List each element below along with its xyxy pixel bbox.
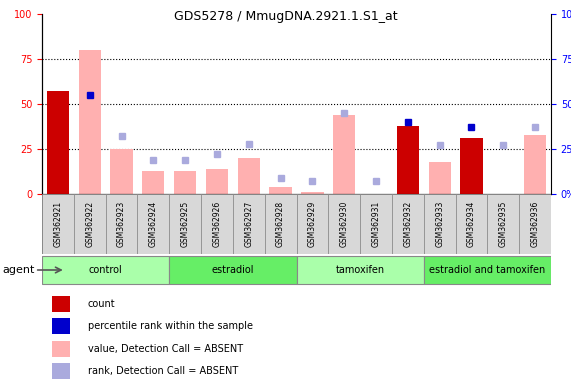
Bar: [52, 296, 70, 312]
Text: estradiol: estradiol: [212, 265, 254, 275]
Bar: [206, 169, 228, 194]
Bar: [169, 256, 296, 285]
Bar: [392, 194, 424, 254]
Text: GSM362922: GSM362922: [85, 201, 94, 247]
Text: GSM362924: GSM362924: [149, 201, 158, 247]
Text: GSM362928: GSM362928: [276, 201, 285, 247]
Bar: [79, 50, 101, 194]
Text: GSM362929: GSM362929: [308, 201, 317, 247]
Bar: [138, 194, 169, 254]
Bar: [333, 115, 355, 194]
Bar: [424, 194, 456, 254]
Bar: [47, 91, 69, 194]
Bar: [428, 162, 451, 194]
Text: GSM362925: GSM362925: [180, 201, 190, 247]
Bar: [270, 187, 292, 194]
Bar: [519, 194, 551, 254]
Bar: [201, 194, 233, 254]
Text: GSM362932: GSM362932: [403, 201, 412, 247]
Text: control: control: [89, 265, 123, 275]
Text: rank, Detection Call = ABSENT: rank, Detection Call = ABSENT: [88, 366, 238, 376]
Bar: [169, 194, 201, 254]
Text: count: count: [88, 299, 115, 309]
Text: GDS5278 / MmugDNA.2921.1.S1_at: GDS5278 / MmugDNA.2921.1.S1_at: [174, 10, 397, 23]
Text: tamoxifen: tamoxifen: [336, 265, 385, 275]
Bar: [52, 341, 70, 357]
Text: estradiol and tamoxifen: estradiol and tamoxifen: [429, 265, 545, 275]
Text: agent: agent: [3, 265, 35, 275]
Bar: [460, 138, 482, 194]
Text: percentile rank within the sample: percentile rank within the sample: [88, 321, 253, 331]
Text: GSM362931: GSM362931: [372, 201, 380, 247]
Bar: [174, 170, 196, 194]
Bar: [296, 194, 328, 254]
Text: GSM362930: GSM362930: [340, 201, 349, 247]
Bar: [52, 363, 70, 379]
Bar: [301, 192, 324, 194]
Bar: [233, 194, 265, 254]
Bar: [238, 158, 260, 194]
Bar: [456, 194, 488, 254]
Bar: [42, 256, 169, 285]
Text: GSM362926: GSM362926: [212, 201, 222, 247]
Bar: [52, 318, 70, 334]
Bar: [524, 135, 546, 194]
Text: GSM362935: GSM362935: [499, 201, 508, 247]
Bar: [397, 126, 419, 194]
Text: GSM362933: GSM362933: [435, 201, 444, 247]
Bar: [110, 149, 132, 194]
Bar: [360, 194, 392, 254]
Bar: [142, 170, 164, 194]
Text: GSM362934: GSM362934: [467, 201, 476, 247]
Bar: [106, 194, 138, 254]
Bar: [488, 194, 519, 254]
Bar: [42, 194, 74, 254]
Bar: [328, 194, 360, 254]
Text: GSM362921: GSM362921: [54, 201, 62, 247]
Bar: [296, 256, 424, 285]
Bar: [265, 194, 296, 254]
Bar: [424, 256, 551, 285]
Text: GSM362936: GSM362936: [530, 201, 540, 247]
Bar: [74, 194, 106, 254]
Text: value, Detection Call = ABSENT: value, Detection Call = ABSENT: [88, 344, 243, 354]
Text: GSM362923: GSM362923: [117, 201, 126, 247]
Text: GSM362927: GSM362927: [244, 201, 254, 247]
